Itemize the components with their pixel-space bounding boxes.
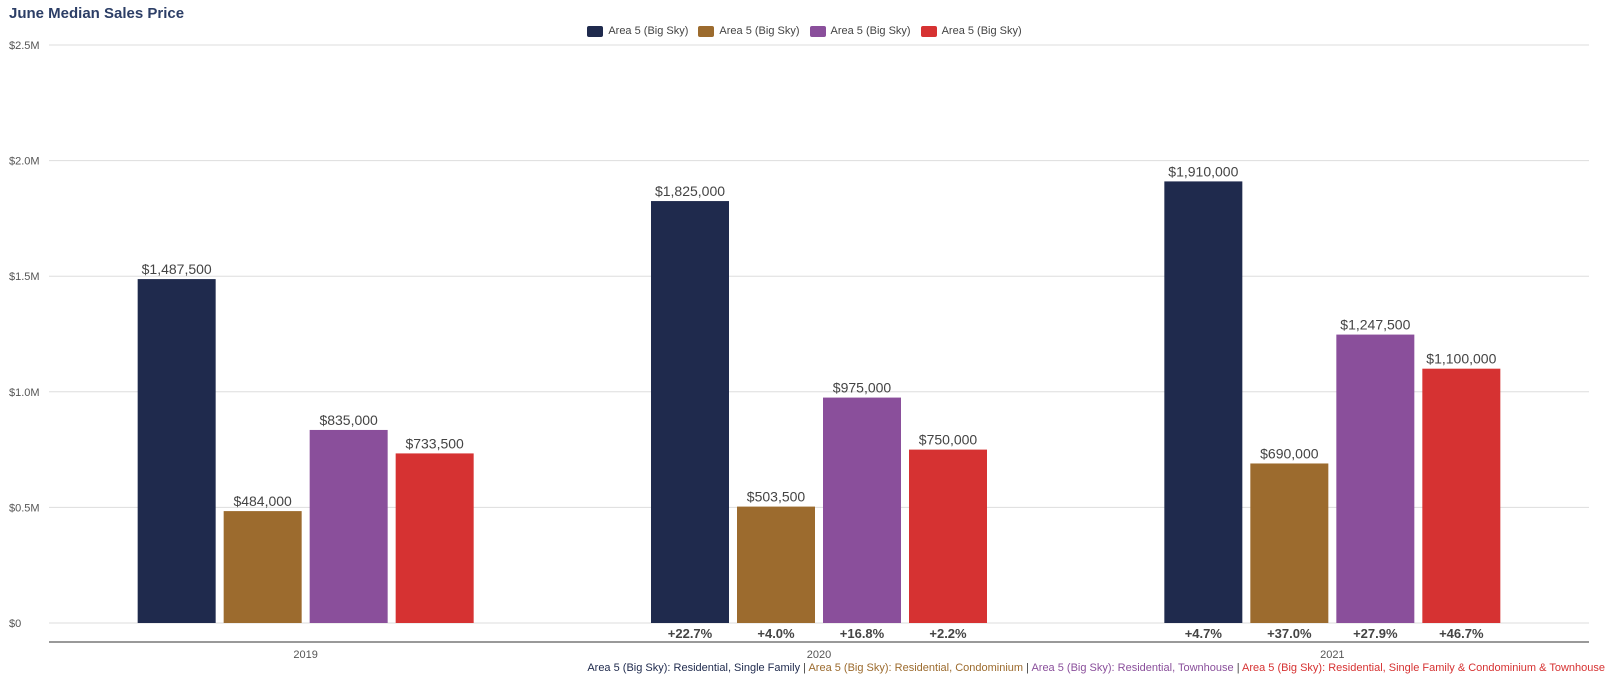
bar-value-label: $975,000	[833, 380, 892, 396]
footer-series-3: Area 5 (Big Sky): Residential, Townhouse	[1031, 662, 1236, 674]
footer-series-4: Area 5 (Big Sky): Residential, Single Fa…	[1242, 662, 1605, 674]
legend-swatch	[920, 25, 937, 37]
legend-item[interactable]: Area 5 (Big Sky)	[920, 25, 1022, 37]
footer-series-description: : Residential, Single Family	[667, 662, 801, 674]
legend-swatch	[809, 25, 826, 37]
y-tick-label: $1.5M	[9, 271, 40, 283]
footer-series-2: Area 5 (Big Sky): Residential, Condomini…	[808, 662, 1026, 674]
bar	[909, 449, 987, 623]
footer-series-1: Area 5 (Big Sky): Residential, Single Fa…	[587, 662, 803, 674]
bar	[309, 429, 388, 623]
bar	[1250, 463, 1329, 623]
footer-series-description: : Residential, Single Family & Condomini…	[1322, 662, 1605, 674]
x-tick-label: 2021	[1320, 649, 1344, 661]
bar-value-label: $690,000	[1260, 445, 1319, 461]
bar	[395, 453, 474, 623]
change-label: +2.2%	[929, 626, 967, 641]
bar	[223, 511, 302, 623]
bar-value-label: $733,500	[405, 435, 464, 451]
change-label: +37.0%	[1267, 626, 1312, 641]
legend-swatch	[698, 25, 715, 37]
footer-series-name: Area 5 (Big Sky)	[1031, 662, 1112, 674]
bar-value-label: $1,487,500	[142, 261, 212, 277]
bar-value-label: $1,100,000	[1426, 351, 1496, 367]
change-label: +4.0%	[757, 626, 795, 641]
bar-value-label: $1,825,000	[655, 183, 725, 199]
x-tick-label: 2020	[807, 649, 831, 661]
bar	[137, 279, 216, 623]
legend-label: Area 5 (Big Sky)	[830, 25, 911, 37]
footer-separator: |	[803, 662, 809, 674]
y-tick-label: $1.0M	[9, 387, 40, 399]
change-label: +4.7%	[1185, 626, 1223, 641]
change-label: +46.7%	[1439, 626, 1484, 641]
bar-value-label: $835,000	[319, 412, 378, 428]
footer-series-description: : Residential, Condominium	[888, 662, 1024, 674]
footer-series-name: Area 5 (Big Sky)	[587, 662, 668, 674]
bar	[1422, 368, 1501, 623]
footer-series-name: Area 5 (Big Sky)	[1242, 662, 1323, 674]
legend-item[interactable]: Area 5 (Big Sky)	[698, 25, 800, 37]
footer-series-name: Area 5 (Big Sky)	[808, 662, 889, 674]
chart-legend: Area 5 (Big Sky) Area 5 (Big Sky) Area 5…	[0, 25, 1609, 37]
legend-label: Area 5 (Big Sky)	[719, 25, 800, 37]
bar-value-label: $750,000	[919, 432, 978, 448]
y-tick-label: $2.0M	[9, 156, 40, 168]
bar	[651, 201, 729, 623]
bar-value-label: $484,000	[233, 493, 292, 509]
legend-label: Area 5 (Big Sky)	[608, 25, 689, 37]
footer-separator: |	[1236, 662, 1243, 674]
y-tick-label: $0	[9, 618, 21, 630]
x-tick-label: 2019	[293, 649, 317, 661]
y-tick-label: $0.5M	[9, 502, 40, 514]
bar-value-label: $1,910,000	[1168, 163, 1238, 179]
change-label: +22.7%	[668, 626, 713, 641]
change-label: +16.8%	[840, 626, 885, 641]
legend-swatch	[587, 25, 604, 37]
chart-title: June Median Sales Price	[9, 5, 185, 22]
bar-value-label: $1,247,500	[1340, 317, 1410, 333]
legend-item[interactable]: Area 5 (Big Sky)	[587, 25, 688, 37]
change-label: +27.9%	[1353, 626, 1398, 641]
chart-footer: Area 5 (Big Sky): Residential, Single Fa…	[587, 662, 1605, 674]
bar	[1164, 181, 1243, 623]
bar-value-label: $503,500	[747, 489, 806, 505]
bar	[737, 506, 815, 623]
legend-label: Area 5 (Big Sky)	[941, 25, 1022, 37]
footer-series-description: : Residential, Townhouse	[1111, 662, 1234, 674]
bar	[823, 397, 901, 623]
legend-item[interactable]: Area 5 (Big Sky)	[809, 25, 911, 37]
footer-separator: |	[1026, 662, 1032, 674]
bar	[1336, 334, 1415, 623]
y-tick-label: $2.5M	[9, 40, 40, 52]
